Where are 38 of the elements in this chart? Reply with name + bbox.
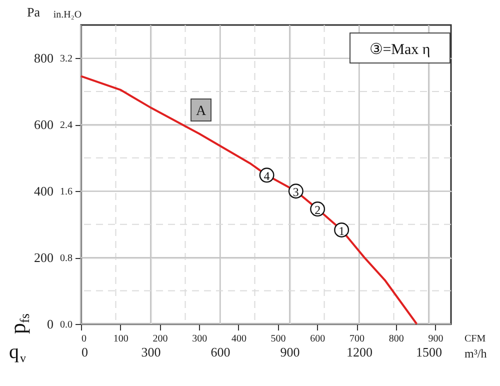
x-tick-label: 700 <box>350 334 365 344</box>
x-axis-title: CFM <box>464 334 486 344</box>
x-tick-label: 100 <box>113 334 128 344</box>
y-tick-label: 200 <box>34 250 54 266</box>
x2-tick-label: 600 <box>210 344 230 360</box>
x2-tick-label: 300 <box>141 344 161 360</box>
annotation: ③=Max η <box>370 42 430 58</box>
x2-axis-title: m³/h <box>464 346 487 360</box>
y2-tick-label: 0.0 <box>60 320 72 330</box>
line-series <box>80 75 418 325</box>
text: pfs <box>5 313 32 334</box>
y2-axis-title: in.H₂O <box>53 10 82 20</box>
x-tick-label: 500 <box>270 334 286 344</box>
y2-tick-label: 2.4 <box>60 120 72 132</box>
x2-tick-label: 1200 <box>346 344 373 360</box>
annotation: 1 <box>338 224 345 238</box>
y-tick-label: 800 <box>34 50 54 66</box>
annotation: 3 <box>292 185 299 200</box>
x2-tick-label: 900 <box>280 344 300 360</box>
y-tick-label: 400 <box>34 184 54 199</box>
y2-tick-label: 1.6 <box>60 186 72 198</box>
annotation: 4 <box>264 169 270 184</box>
annotation: A <box>196 104 207 119</box>
x-tick-label: 300 <box>192 334 208 344</box>
y-tick-label: 0 <box>47 316 54 332</box>
x-tick-label: 600 <box>310 334 326 344</box>
x-tick-label: 900 <box>428 334 444 344</box>
annotation: 2 <box>314 203 321 218</box>
y2-tick-label: 0.8 <box>60 253 72 264</box>
y-tick-label: 600 <box>34 117 54 132</box>
x2-tick-label: 1500 <box>416 344 442 360</box>
y2-tick-label: 3.2 <box>60 54 72 65</box>
y-axis-title: Pa <box>27 4 40 20</box>
x-tick-label: 0 <box>82 334 86 344</box>
x-tick-label: 800 <box>388 334 404 344</box>
x-tick-label: 400 <box>231 334 246 344</box>
x2-tick-label: 0 <box>82 344 88 360</box>
x-tick-label: 200 <box>152 334 168 344</box>
